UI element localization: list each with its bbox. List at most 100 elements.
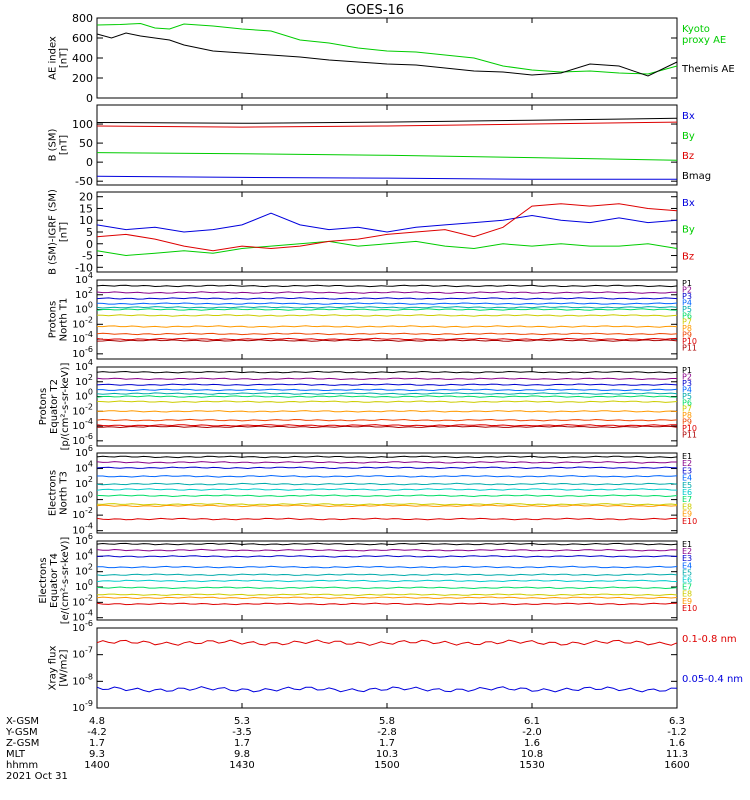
series-line-7 <box>96 494 678 498</box>
legend-entry: E8 <box>682 590 692 599</box>
y-tick-label: 5 <box>86 226 93 239</box>
y-tick-label: 10-6 <box>72 619 93 634</box>
legend-entry: E9 <box>682 510 692 519</box>
y-tick-label: 10-6 <box>72 345 93 360</box>
x-row-value: -1.2 <box>667 727 687 738</box>
y-tick-label: 15 <box>79 202 93 215</box>
legend-entry: P4 <box>682 298 692 307</box>
series-line-2 <box>96 548 678 552</box>
legend-entry: P1 <box>682 279 692 288</box>
y-tick-label: 104 <box>75 460 93 475</box>
legend-entry: E4 <box>682 561 692 570</box>
x-row-value: -2.0 <box>522 727 542 738</box>
x-row-value: 5.8 <box>379 716 395 727</box>
series-line-11 <box>96 425 678 429</box>
series-line-3 <box>96 121 678 128</box>
y-axis-label: Protons <box>48 301 59 338</box>
legend-entry: E9 <box>682 597 692 606</box>
x-row-label: X-GSM <box>6 716 39 727</box>
x-row-label: MLT <box>6 749 26 760</box>
y-axis-label: North T1 <box>59 298 70 342</box>
x-row-value: -2.8 <box>377 727 397 738</box>
y-tick-label: 400 <box>72 52 93 65</box>
series-line-9 <box>96 332 678 336</box>
chart-panel-2: -50 0 50 100 B (SM) [nT] Bx By Bz Bmag <box>48 104 711 188</box>
series-line-6 <box>96 579 678 583</box>
legend-entry: E3 <box>682 466 692 475</box>
legend-entry: P11 <box>682 344 697 353</box>
series-line-1 <box>96 455 678 459</box>
y-tick-label: 102 <box>75 373 93 388</box>
series-line-3 <box>96 383 678 386</box>
legend-entry: P6 <box>682 311 692 320</box>
series-line-2 <box>96 240 678 257</box>
y-axis-label: Xray flux <box>48 646 59 691</box>
y-axis-label: Equator T4 <box>49 553 60 608</box>
chart-panel-8: 10-9 10-8 10-7 10-6 Xray flux [W/m2] 0.1-0.8 n… <box>48 619 744 714</box>
x-row-value: 1.7 <box>234 738 250 749</box>
series-line-10 <box>96 602 678 606</box>
series-line-9 <box>96 596 678 600</box>
y-axis-label: [e/(cm²-s-sr-keV)] <box>60 537 71 625</box>
y-tick-label: -50 <box>75 175 93 188</box>
series-line-10 <box>96 517 678 521</box>
x-row-value: -3.5 <box>232 727 252 738</box>
legend-entry: P8 <box>682 324 692 333</box>
legend-entry: E4 <box>682 474 692 483</box>
legend-entry: E10 <box>682 517 697 526</box>
panel-frame <box>96 104 678 186</box>
y-tick-label: 10-4 <box>72 609 93 624</box>
y-tick-label: 102 <box>75 475 93 490</box>
x-row-value: 1.7 <box>379 738 395 749</box>
y-tick-label: 104 <box>75 547 93 562</box>
x-row-value: 9.8 <box>234 749 250 760</box>
y-tick-label: 100 <box>75 578 93 593</box>
legend-entry: P9 <box>682 418 692 427</box>
series-line-6 <box>96 395 678 398</box>
y-axis-label: Electrons <box>38 557 49 603</box>
series-line-9 <box>96 418 678 422</box>
legend-entry: P4 <box>682 385 692 394</box>
page-title: GOES-16 <box>346 3 404 18</box>
y-axis-label: North T3 <box>59 471 70 515</box>
legend-entry: By <box>682 131 695 142</box>
legend-entry: P6 <box>682 398 692 407</box>
legend-entry: Bz <box>682 151 694 162</box>
y-axis-label: B (SM) <box>48 128 59 161</box>
legend-entry: P7 <box>682 318 692 327</box>
y-axis-label: [nT] <box>59 135 70 155</box>
series-line-1 <box>96 370 678 374</box>
x-row-label: Z-GSM <box>6 738 39 749</box>
y-tick-label: 10-7 <box>72 646 93 661</box>
y-axis-label: AE index <box>48 36 59 80</box>
legend-entry: P3 <box>682 292 692 301</box>
y-tick-label: 10-6 <box>72 432 93 447</box>
series-line-10 <box>96 337 678 341</box>
y-axis-label: Electrons <box>48 470 59 516</box>
legend-entry: E6 <box>682 576 692 585</box>
x-row-value: 6.1 <box>524 716 540 727</box>
y-axis-label: [nT] <box>59 222 70 242</box>
legend-entry: E7 <box>682 583 692 592</box>
x-row-value: 1600 <box>664 760 689 771</box>
legend-entry: proxy AE <box>682 35 726 46</box>
legend-entry: E5 <box>682 568 692 577</box>
panel-frame <box>96 17 678 99</box>
series-line-3 <box>96 203 678 252</box>
y-tick-label: 10-2 <box>72 593 93 608</box>
y-axis-label: Protons <box>38 388 49 425</box>
series-line-8 <box>96 502 678 506</box>
series-line-4 <box>97 565 678 569</box>
x-row-value: 1430 <box>229 760 254 771</box>
series-line-1 <box>96 22 678 75</box>
series-line-3 <box>96 297 678 300</box>
y-axis-label: [nT] <box>59 48 70 68</box>
legend-entry: P1 <box>682 366 692 375</box>
y-tick-label: 10-2 <box>72 402 93 417</box>
y-tick-label: 10 <box>79 214 93 227</box>
